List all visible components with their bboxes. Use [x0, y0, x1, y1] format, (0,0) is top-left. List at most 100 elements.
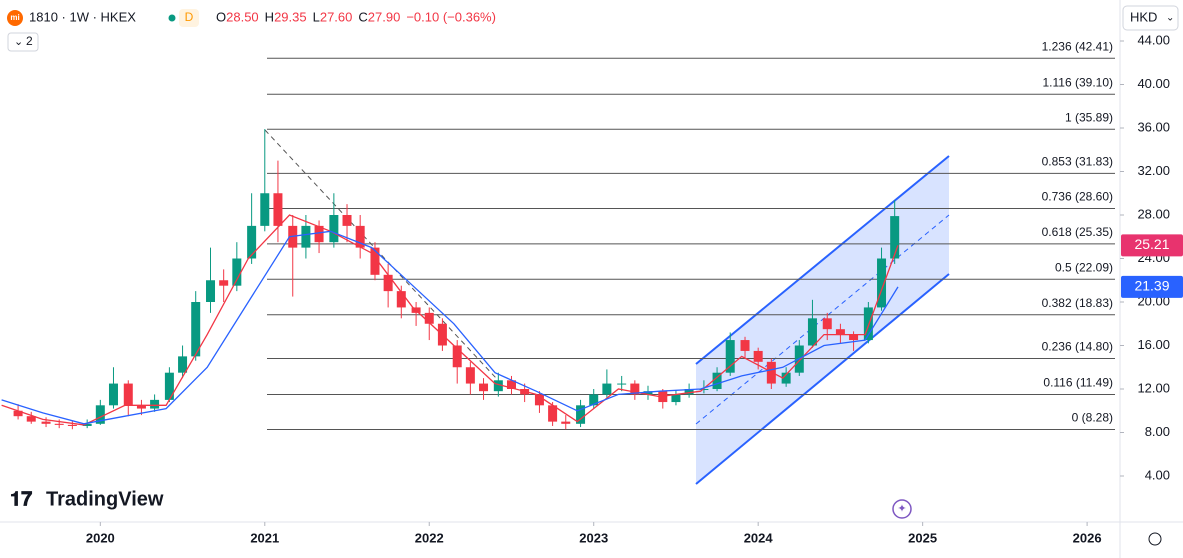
fib-label: 0.618 (25.35): [1042, 225, 1113, 239]
x-tick-label: 2020: [86, 530, 115, 545]
ohlc-key: H: [265, 9, 274, 24]
x-tick-label: 2021: [250, 530, 279, 545]
candle-body: [82, 423, 92, 426]
ohlc-value: 28.50: [226, 9, 259, 24]
candle-body: [561, 421, 571, 424]
candle-body: [835, 329, 845, 335]
candle-body: [548, 405, 558, 422]
candle-body: [273, 193, 283, 226]
change: −0.10 (−0.36%): [406, 9, 496, 24]
candle-body: [849, 334, 859, 341]
y-tick-label: 8.00: [1145, 424, 1170, 439]
candle-body: [479, 383, 489, 392]
candle-body: [712, 372, 722, 389]
candle-body: [424, 312, 434, 324]
ohlc-value: 27.60: [320, 9, 353, 24]
candle-body: [890, 216, 900, 259]
moving-average: [1, 230, 899, 425]
candle-body: [589, 394, 599, 406]
y-tick-label: 12.00: [1137, 380, 1170, 395]
channel-top: [695, 155, 950, 365]
y-tick-label: 28.00: [1137, 206, 1170, 221]
currency-box[interactable]: [1122, 5, 1179, 31]
candle-body: [136, 405, 146, 409]
candle-body: [232, 258, 242, 286]
event-icon[interactable]: [892, 499, 912, 519]
candle-body: [314, 225, 324, 243]
event-icon-star: ✦: [897, 503, 906, 515]
x-tick-label: 2025: [908, 530, 937, 545]
fib-label: 0 (8.28): [1072, 411, 1113, 425]
candle-body: [191, 302, 201, 357]
fib-trend: [264, 129, 497, 379]
candle-body: [822, 318, 832, 330]
fib-label: 0.236 (14.80): [1042, 340, 1113, 354]
settings-icon[interactable]: [1148, 532, 1162, 546]
candle-body: [602, 383, 612, 395]
candle-body: [301, 225, 311, 248]
candle-body: [493, 380, 503, 392]
candle-body: [123, 383, 133, 406]
brand: TradingView: [46, 488, 164, 510]
y-tick-label: 36.00: [1137, 119, 1170, 134]
candle-body: [108, 383, 118, 406]
candle-body: [219, 280, 229, 286]
ohlc-key: O: [216, 9, 226, 24]
candle-body: [247, 225, 257, 259]
candle-body: [150, 399, 160, 409]
candle-body: [396, 291, 406, 308]
candle-body: [329, 215, 339, 243]
y-tick-label: 44.00: [1137, 32, 1170, 47]
candle-body: [41, 421, 51, 424]
logo-text: mi: [10, 13, 19, 22]
candle-body: [753, 350, 763, 362]
indicator-toggle[interactable]: [7, 32, 39, 52]
badge-bg: [179, 9, 199, 27]
ohlc-key: C: [358, 9, 367, 24]
logo: [7, 10, 23, 26]
candle-body: [342, 215, 352, 226]
channel-mid: [695, 214, 950, 425]
price-label-bg: [1121, 275, 1183, 298]
fib-label: 0.736 (28.60): [1042, 190, 1113, 204]
candle-body: [725, 340, 735, 373]
fib-label: 0.116 (11.49): [1043, 376, 1113, 390]
price-label-bg: [1121, 234, 1183, 257]
candle-body: [164, 372, 174, 400]
fib-label: 1.236 (42.41): [1042, 39, 1113, 53]
candle-body: [13, 410, 23, 417]
price-label: 25.21: [1134, 236, 1169, 252]
ohlc: O 28.50 H 29.35 L 27.60 C 27.90 −0.10 (−0.36%): [216, 9, 496, 24]
ohlc-value: 29.35: [274, 9, 307, 24]
candle-body: [643, 391, 653, 395]
symbol[interactable]: 1810 · 1W · HKEX: [29, 9, 136, 24]
candle-body: [630, 383, 640, 395]
candle-body: [781, 372, 791, 384]
channel-bottom: [695, 273, 950, 485]
brand-logo: 𝟏𝟕: [10, 488, 32, 510]
fib-label: 0.382 (18.83): [1042, 296, 1113, 310]
ohlc-key: L: [313, 9, 320, 24]
candle-body: [699, 389, 709, 390]
candle-body: [355, 225, 365, 248]
candle-body: [465, 367, 475, 384]
indicator-count: 2: [26, 34, 33, 48]
candle-body: [617, 383, 627, 385]
x-tick-label: 2023: [579, 530, 608, 545]
candle-body: [684, 389, 694, 395]
candle-body: [67, 424, 77, 426]
candle-body: [576, 405, 586, 424]
candle-body: [740, 340, 750, 351]
candle-body: [534, 394, 544, 406]
currency-chevron: ⌄: [1166, 13, 1174, 24]
chevron: ⌄: [14, 36, 23, 48]
candle-body: [178, 356, 188, 373]
candle-body: [370, 247, 380, 275]
candle-body: [260, 193, 270, 226]
candle-body: [671, 394, 681, 403]
fib-label: 0.853 (31.83): [1042, 155, 1113, 169]
plot: 1.236 (42.41) 1.116 (39.10) 1 (35.89) 0.853…: [1, 39, 1115, 430]
candle-body: [877, 258, 887, 308]
status-dot: [168, 14, 176, 22]
